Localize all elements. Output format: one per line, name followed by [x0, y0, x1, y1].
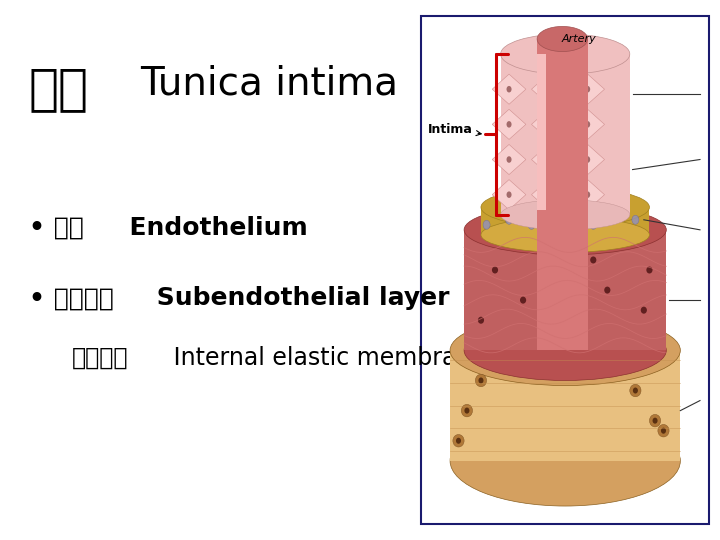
Ellipse shape: [590, 256, 596, 264]
Polygon shape: [492, 109, 526, 139]
Polygon shape: [531, 180, 565, 210]
Polygon shape: [571, 144, 605, 174]
Text: Internal elastic membrane: Internal elastic membrane: [166, 346, 485, 369]
Ellipse shape: [475, 374, 487, 387]
Bar: [464, 230, 666, 350]
Polygon shape: [531, 144, 565, 174]
Text: Subendothelial layer: Subendothelial layer: [148, 286, 449, 310]
Polygon shape: [531, 74, 565, 104]
Ellipse shape: [546, 86, 551, 92]
Ellipse shape: [658, 424, 669, 437]
Ellipse shape: [500, 34, 630, 74]
Ellipse shape: [546, 156, 551, 163]
Ellipse shape: [567, 215, 575, 224]
Ellipse shape: [478, 316, 484, 324]
Ellipse shape: [462, 404, 472, 417]
Text: 内弹性膜: 内弹性膜: [72, 346, 128, 369]
Ellipse shape: [520, 296, 526, 303]
Polygon shape: [492, 180, 526, 210]
Ellipse shape: [450, 315, 680, 386]
Ellipse shape: [481, 187, 649, 227]
Ellipse shape: [562, 327, 568, 334]
Ellipse shape: [492, 266, 498, 274]
Polygon shape: [571, 74, 605, 104]
Ellipse shape: [456, 438, 461, 444]
Text: • 内皮下层: • 内皮下层: [29, 286, 114, 310]
Ellipse shape: [464, 320, 666, 381]
Polygon shape: [492, 74, 526, 104]
Text: 内膜: 内膜: [29, 65, 89, 113]
Ellipse shape: [506, 86, 512, 92]
Ellipse shape: [630, 384, 641, 397]
Bar: [481, 207, 649, 235]
Text: Endothelium: Endothelium: [112, 216, 307, 240]
Ellipse shape: [546, 191, 551, 198]
Polygon shape: [531, 109, 565, 139]
Bar: [537, 54, 546, 210]
Ellipse shape: [585, 86, 590, 92]
Polygon shape: [571, 109, 605, 139]
Ellipse shape: [506, 191, 512, 198]
Ellipse shape: [481, 217, 649, 252]
Ellipse shape: [641, 307, 647, 314]
Bar: [537, 39, 588, 350]
Ellipse shape: [632, 215, 639, 224]
Ellipse shape: [506, 121, 512, 127]
Ellipse shape: [464, 205, 666, 255]
Ellipse shape: [649, 414, 661, 427]
Ellipse shape: [450, 416, 680, 506]
Text: • 内皮: • 内皮: [29, 216, 84, 240]
Ellipse shape: [585, 156, 590, 163]
Bar: [500, 54, 630, 215]
Ellipse shape: [505, 215, 513, 224]
Bar: [421, 16, 709, 524]
Text: Intima: Intima: [428, 123, 481, 136]
Ellipse shape: [500, 200, 630, 230]
Ellipse shape: [506, 156, 512, 163]
Text: Tunica intima: Tunica intima: [140, 65, 398, 103]
Polygon shape: [571, 180, 605, 210]
Ellipse shape: [585, 121, 590, 127]
Ellipse shape: [483, 220, 490, 230]
Ellipse shape: [652, 417, 657, 424]
Ellipse shape: [661, 428, 666, 434]
Text: Artery: Artery: [562, 34, 597, 44]
Ellipse shape: [478, 377, 484, 383]
Ellipse shape: [647, 266, 652, 274]
Ellipse shape: [633, 388, 638, 394]
Ellipse shape: [464, 408, 469, 414]
Ellipse shape: [548, 210, 554, 219]
Polygon shape: [492, 144, 526, 174]
Bar: [450, 350, 680, 461]
Ellipse shape: [546, 121, 551, 127]
Ellipse shape: [612, 210, 619, 219]
Ellipse shape: [453, 435, 464, 447]
Ellipse shape: [537, 26, 588, 51]
Ellipse shape: [585, 191, 590, 198]
Ellipse shape: [528, 220, 535, 230]
Ellipse shape: [604, 287, 611, 294]
Ellipse shape: [590, 220, 597, 230]
